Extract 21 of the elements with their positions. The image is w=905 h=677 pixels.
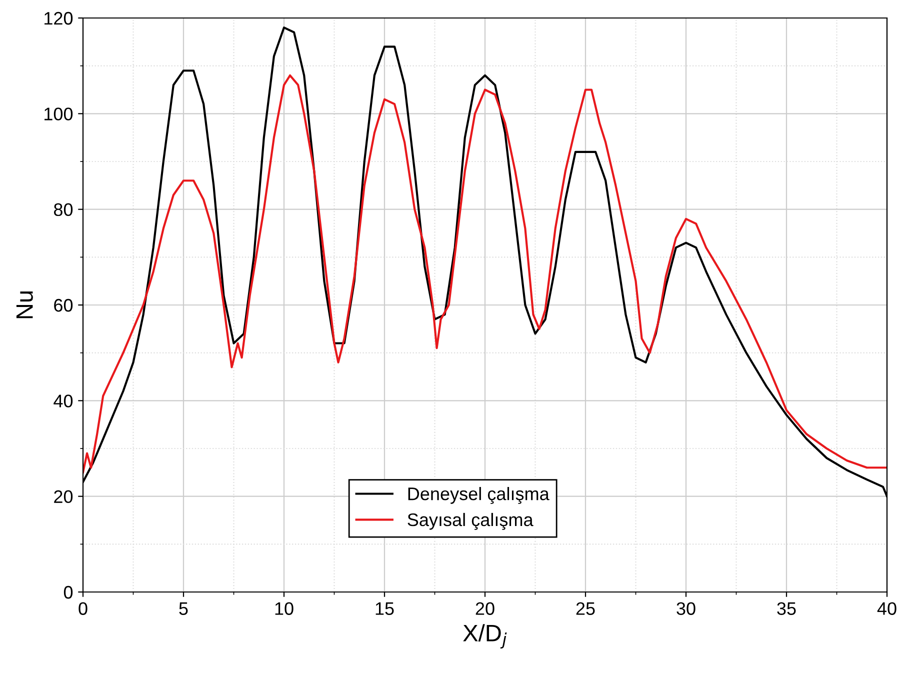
legend-label: Sayısal çalışma <box>408 512 534 530</box>
legend-label: Deneysel çalışma <box>408 486 550 504</box>
y-tick-label: 80 <box>54 203 73 216</box>
x-tick-label: 5 <box>179 602 188 615</box>
x-tick-label: 35 <box>777 602 796 615</box>
x-tick-label: 25 <box>576 602 595 615</box>
x-tick-label: 20 <box>476 602 494 615</box>
y-tick-label: 20 <box>54 490 73 504</box>
y-tick-label: 40 <box>54 394 73 408</box>
y-tick-label: 100 <box>44 108 73 120</box>
x-tick-label: 10 <box>275 602 294 615</box>
y-tick-label: 0 <box>64 586 73 599</box>
x-axis-title: X/D$_{j}$ <box>463 624 507 649</box>
y-tick-label: 120 <box>44 12 73 25</box>
y-axis-title: Nu <box>16 291 33 318</box>
x-tick-label: 40 <box>877 602 896 615</box>
x-tick-label: 15 <box>376 602 394 615</box>
x-tick-label: 30 <box>676 602 696 615</box>
y-tick-label: 60 <box>54 298 73 312</box>
x-tick-label: 0 <box>78 602 88 615</box>
line-series <box>83 74 887 474</box>
